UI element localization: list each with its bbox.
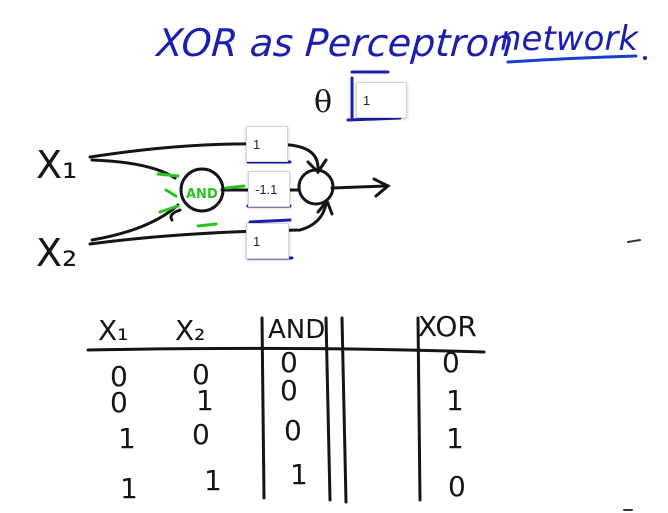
table-cell: 0 (110, 386, 128, 419)
input-x2-label: X₂ (36, 231, 77, 275)
table-divider-4 (416, 316, 422, 502)
table-header-x1: X₁ (98, 314, 128, 347)
table-cell: 0 (110, 360, 128, 393)
table-cell: 0 (284, 414, 302, 447)
table-header-xor: XOR (418, 310, 477, 343)
table-header-x2: X₂ (175, 314, 205, 347)
table-cell: 1 (446, 422, 464, 455)
edge-x2-and (90, 203, 180, 242)
output-arrow (330, 184, 388, 190)
title-text: XOR as Perceptron (153, 21, 514, 65)
connection-lines (88, 142, 391, 246)
table-cell: 0 (192, 418, 210, 451)
output-node (297, 168, 335, 206)
theta-symbol: θ (314, 85, 332, 120)
output-arrowhead (372, 177, 391, 198)
table-cell: 1 (120, 472, 138, 505)
stray-mark-right (627, 239, 641, 243)
title-underline (506, 54, 638, 64)
table-cell: 0 (280, 374, 298, 407)
and-green-marks (156, 172, 246, 228)
input-x1-label: X₁ (36, 143, 77, 187)
title-dot (643, 56, 647, 60)
table-divider-2 (324, 316, 332, 502)
and-curl (169, 208, 182, 222)
x2-weight-field[interactable] (246, 223, 289, 259)
and-weight-field[interactable] (248, 171, 290, 207)
table-cell: 1 (196, 384, 214, 417)
table-header-rule (86, 346, 486, 354)
and-weight-input[interactable] (255, 181, 289, 197)
table-divider-3 (340, 316, 348, 504)
and-node-label: AND (186, 187, 218, 202)
table-cell: 1 (446, 384, 464, 417)
edge-x1-output-arrowhead (306, 158, 328, 175)
table-cell: 0 (280, 346, 298, 379)
table-cell: 1 (118, 422, 136, 455)
title-part1: XOR as Perceptron (153, 21, 514, 65)
table-header-and: AND (268, 315, 325, 345)
theta-box-bracket (346, 70, 402, 122)
truth-table: X₁ X₂ AND XOR 0 0 0 0 0 1 0 1 (86, 310, 486, 505)
table-divider-1 (260, 316, 266, 500)
table-cell: 1 (290, 458, 308, 491)
x1-weight-input[interactable] (253, 136, 287, 152)
theta-weight-input[interactable] (363, 92, 406, 108)
theta-weight-field[interactable] (356, 82, 407, 118)
and-node (179, 167, 225, 213)
table-cell: 0 (448, 470, 466, 503)
title-network: network (500, 19, 639, 59)
table-cell: 1 (204, 464, 222, 497)
table-cell: 0 (442, 346, 460, 379)
x2-weight-input[interactable] (253, 233, 288, 249)
table-cell: 0 (192, 358, 210, 391)
x1-weight-field[interactable] (246, 126, 288, 162)
